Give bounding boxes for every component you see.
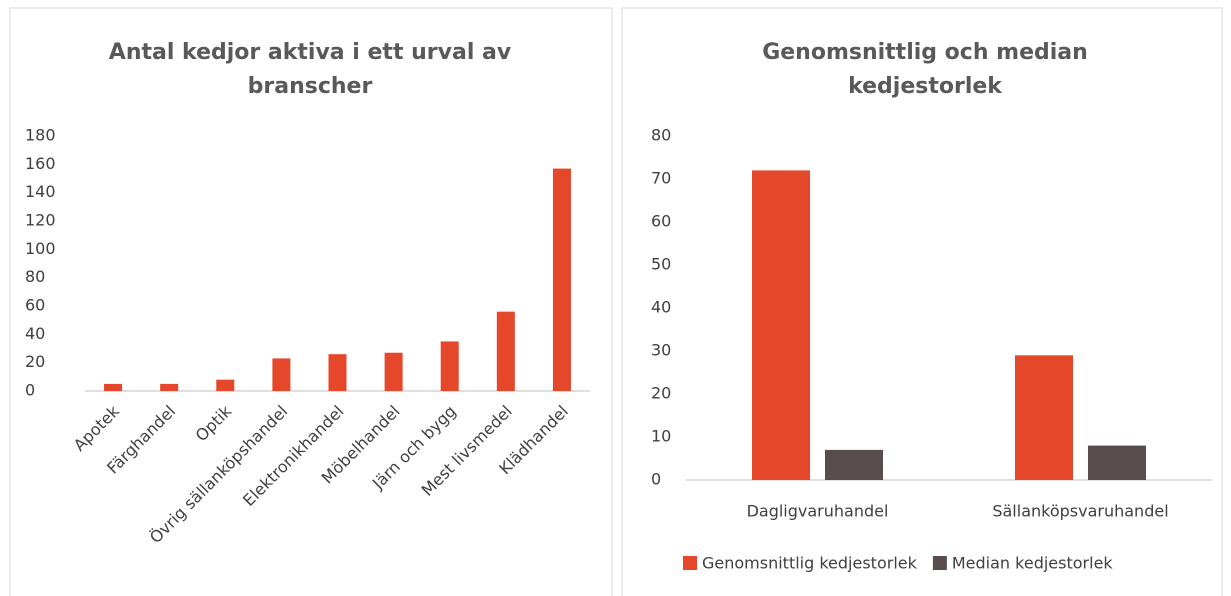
y-tick-label: 50 [651,255,671,274]
legend-swatch [932,556,947,570]
x-tick-label: Sällanköpsvaruhandel [992,502,1168,521]
chart-title: Genomsnittlig och median kedjestorlek [762,40,1088,99]
y-tick-label: 0 [651,470,661,489]
y-tick-label: 60 [25,296,45,315]
bar [1088,445,1146,480]
legend-label: Genomsnittlig kedjestorlek [702,554,918,573]
panel-border [621,7,1223,596]
x-tick-label: Dagligvaruhandel [747,502,889,521]
y-tick-label: 0 [25,381,35,400]
x-tick-label: Optik [192,401,236,445]
bar [825,449,883,480]
chart-title: Antal kedjor aktiva i ett urval av brans… [108,40,512,99]
y-tick-label: 20 [25,352,45,371]
y-tick-label: 40 [651,298,671,317]
legend-swatch [683,556,697,570]
y-tick-label: 70 [651,169,671,188]
bar [384,352,403,391]
x-tick-label: Apotek [70,401,124,455]
y-tick-label: 20 [651,384,671,403]
bar [216,379,235,391]
bar [160,383,179,391]
y-tick-label: 30 [651,341,671,360]
bar [752,170,810,480]
y-tick-label: 80 [651,126,671,145]
y-tick-label: 60 [651,212,671,231]
y-tick-label: 10 [651,427,671,446]
y-tick-label: 180 [25,126,56,145]
legend-label: Median kedjestorlek [952,554,1114,573]
y-tick-label: 40 [25,324,45,343]
y-tick-label: 80 [25,267,45,286]
bar [104,383,123,391]
y-tick-label: 160 [25,154,56,173]
bar [552,168,571,391]
bar [272,358,291,391]
panel-border [9,7,613,596]
bar [328,354,347,391]
bar [496,311,515,391]
y-tick-label: 120 [25,211,56,230]
y-tick-label: 140 [25,182,56,201]
x-tick-label: Elektronikhandel [239,402,347,510]
bar [1015,355,1073,480]
y-tick-label: 100 [25,239,56,258]
bar [440,341,459,391]
